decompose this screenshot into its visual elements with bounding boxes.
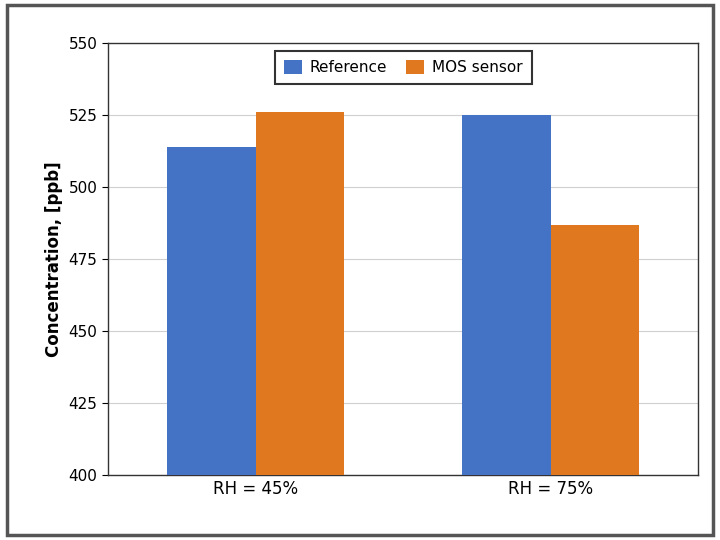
Bar: [462, 115, 551, 540]
Bar: [551, 225, 639, 540]
Legend: Reference, MOS sensor: Reference, MOS sensor: [275, 51, 531, 84]
Bar: [256, 112, 344, 540]
Y-axis label: Concentration, [ppb]: Concentration, [ppb]: [45, 161, 63, 357]
Bar: [167, 147, 256, 540]
